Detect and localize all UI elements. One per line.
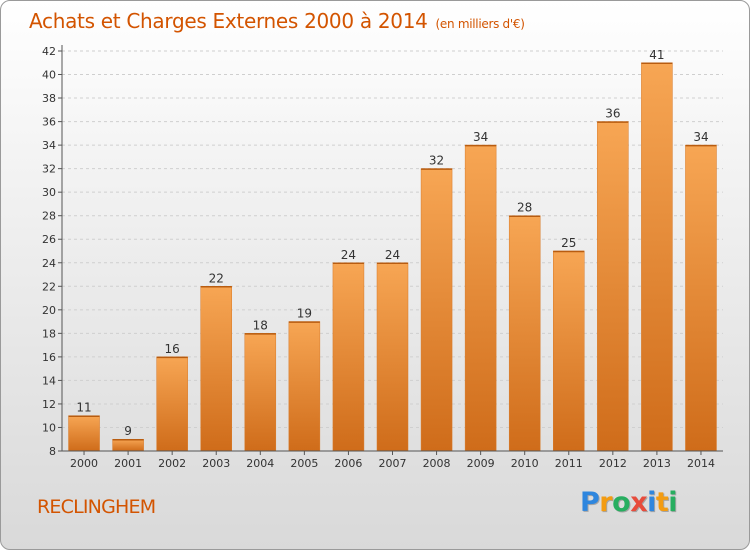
bar-value-label: 18 (253, 318, 268, 332)
bar (597, 121, 629, 452)
logo-letter: P (580, 487, 600, 518)
bar (420, 168, 453, 452)
logo-letter: i (668, 487, 678, 518)
bar-value-label: 16 (165, 342, 180, 356)
value-labels: 11 9 16 22 18 19 24 24 32 34 28 25 36 41 34 (76, 48, 708, 438)
bar (244, 333, 277, 452)
y-tick-label: 8 (49, 445, 56, 458)
bar-value-label: 41 (649, 48, 664, 62)
y-tick-label: 18 (42, 327, 56, 340)
x-tick-label: 2009 (467, 457, 495, 470)
bar (112, 438, 144, 452)
y-tick-label: 12 (42, 398, 56, 411)
bar-value-label: 24 (341, 248, 356, 262)
x-tick-label: 2012 (599, 457, 627, 470)
y-tick-label: 20 (42, 304, 56, 317)
bar-value-label: 22 (209, 271, 224, 285)
y-tick-label: 34 (42, 139, 56, 152)
logo-letter: t (655, 487, 669, 518)
bar-value-label: 32 (429, 154, 444, 168)
bar-value-label: 34 (473, 130, 488, 144)
x-tick-label: 2008 (423, 457, 451, 470)
bar-value-label: 36 (605, 107, 620, 121)
bar (641, 62, 673, 452)
y-tick-label: 40 (42, 69, 56, 82)
bar (200, 286, 232, 452)
x-tick-label: 2010 (511, 457, 539, 470)
bar-value-label: 19 (297, 307, 312, 321)
y-tick-label: 38 (42, 92, 56, 105)
y-tick-label: 28 (42, 210, 56, 223)
y-tick-label: 10 (42, 421, 56, 434)
y-tick-label: 30 (42, 186, 56, 199)
logo-letter: r (599, 487, 613, 518)
y-tick-labels: 8 10 12 14 16 18 20 22 24 26 28 30 32 34 36 38 40 42 (42, 45, 62, 458)
x-tick-label: 2005 (290, 457, 318, 470)
bar (288, 321, 321, 452)
bar (508, 215, 541, 452)
x-tick-label: 2013 (643, 457, 671, 470)
bar (464, 144, 497, 452)
y-tick-label: 22 (42, 280, 56, 293)
logo-letter: x (630, 487, 648, 518)
logo-letter: i (647, 487, 656, 518)
x-tick-label: 2002 (158, 457, 186, 470)
bar (332, 262, 365, 452)
y-tick-label: 26 (42, 233, 56, 246)
bar-value-label: 28 (517, 201, 532, 215)
x-tick-label: 2011 (555, 457, 583, 470)
bar (553, 250, 585, 452)
bar-value-label: 24 (385, 248, 400, 262)
x-tick-label: 2014 (687, 457, 715, 470)
axes (61, 45, 723, 452)
chart-title-text: Achats et Charges Externes 2000 à 2014 (29, 9, 428, 33)
proxiti-logo: Proxiti (580, 487, 678, 518)
bar-value-label: 25 (561, 236, 576, 250)
commune-name: RECLINGHEM (37, 496, 156, 518)
chart-subtitle: (en milliers d'€) (435, 17, 525, 31)
x-tick-label: 2003 (202, 457, 230, 470)
bar (685, 144, 717, 452)
y-tick-label: 14 (42, 374, 56, 387)
bar-value-label: 9 (124, 424, 132, 438)
x-tick-label: 2001 (114, 457, 142, 470)
x-tick-label: 2000 (70, 457, 98, 470)
x-tick-label: 2004 (246, 457, 274, 470)
chart-title: Achats et Charges Externes 2000 à 2014 (e… (29, 9, 525, 33)
y-tick-label: 36 (42, 116, 56, 129)
y-tick-label: 42 (42, 45, 56, 58)
bar-value-label: 34 (693, 130, 708, 144)
y-tick-label: 16 (42, 351, 56, 364)
y-tick-label: 32 (42, 163, 56, 176)
logo-letter: o (612, 487, 631, 518)
x-tick-label: 2006 (334, 457, 362, 470)
bar (156, 356, 188, 452)
x-tick-labels: 2000 2001 2002 2003 2004 2005 2006 2007 2008 2009… (70, 451, 715, 470)
bars (68, 62, 717, 452)
x-tick-label: 2007 (379, 457, 407, 470)
bar (376, 262, 409, 452)
y-tick-label: 24 (42, 257, 56, 270)
bar (68, 415, 100, 452)
bar-value-label: 11 (76, 401, 91, 415)
